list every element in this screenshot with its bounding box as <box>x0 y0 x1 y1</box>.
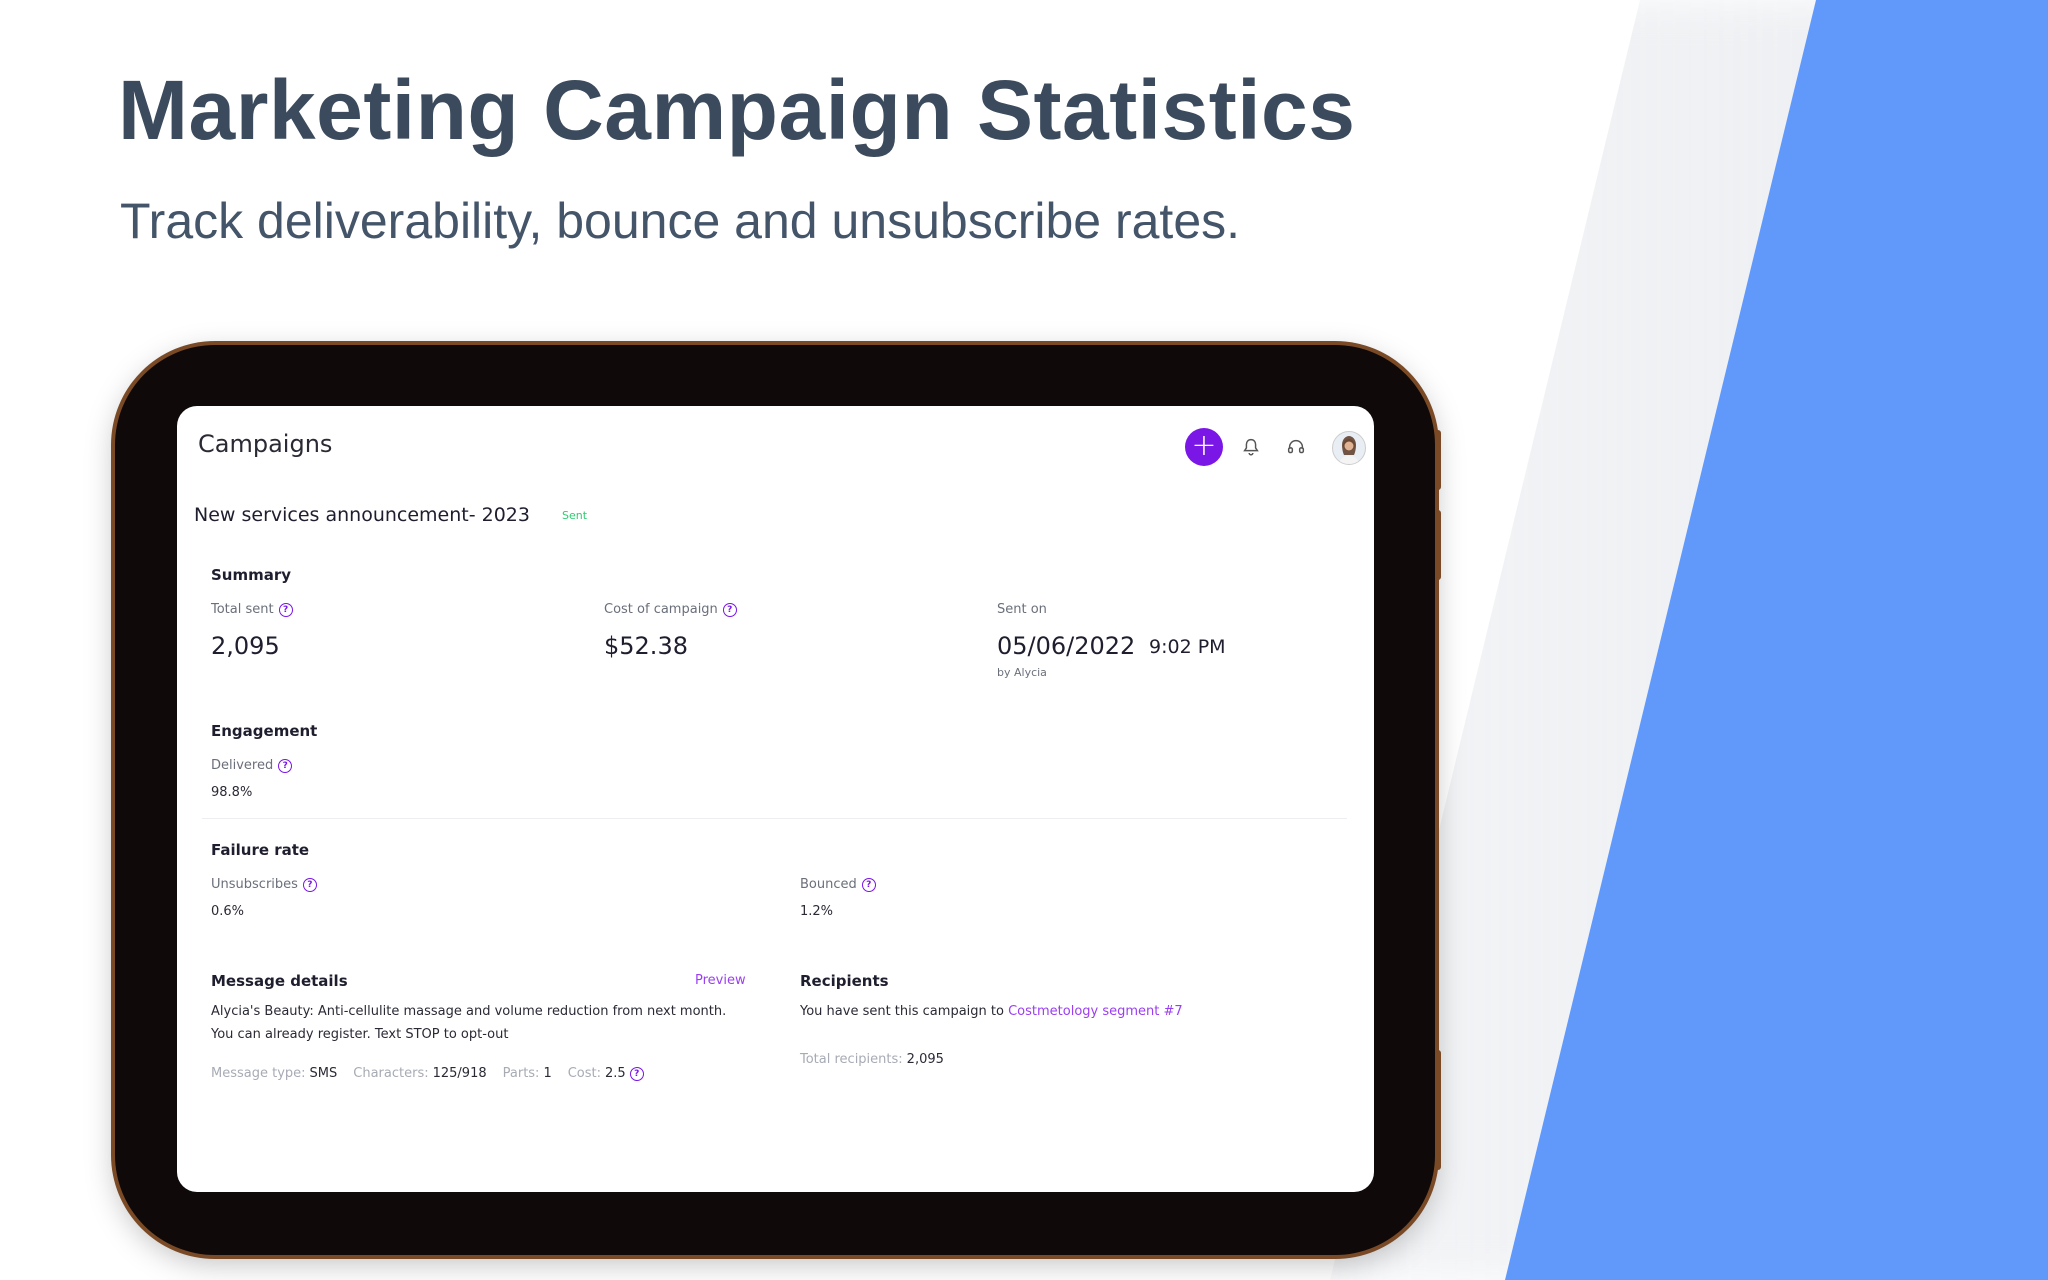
bell-icon[interactable] <box>1240 436 1262 458</box>
help-icon[interactable]: ? <box>722 602 737 617</box>
total-recipients-value: 2,095 <box>906 1052 944 1067</box>
help-icon[interactable]: ? <box>861 877 876 892</box>
cost-label: Cost of campaign ? <box>604 602 737 617</box>
bounced-value: 1.2% <box>800 904 834 919</box>
help-icon[interactable]: ? <box>278 602 293 617</box>
unsubscribes-label-text: Unsubscribes <box>211 877 298 892</box>
cost-label-text: Cost of campaign <box>604 602 718 617</box>
tablet-side-button <box>1435 510 1441 580</box>
help-icon[interactable]: ? <box>629 1066 644 1081</box>
sent-on-time: 9:02 PM <box>1149 636 1226 658</box>
segment-link[interactable]: Costmetology segment #7 <box>1008 1004 1183 1019</box>
characters-label: Characters: <box>353 1066 429 1081</box>
campaign-name: New services announcement- 2023 <box>194 504 530 526</box>
message-meta: Message type: SMS Characters: 125/918 Pa… <box>211 1066 644 1081</box>
tablet-side-button <box>1435 1050 1441 1170</box>
total-sent-label: Total sent ? <box>211 602 293 617</box>
total-sent-label-text: Total sent <box>211 602 274 617</box>
message-cost-label: Cost: <box>567 1066 602 1081</box>
headset-icon[interactable] <box>1285 436 1307 458</box>
message-body: Alycia's Beauty: Anti-cellulite massage … <box>211 1000 771 1046</box>
failure-title: Failure rate <box>211 841 310 859</box>
total-recipients-label: Total recipients: <box>800 1052 903 1067</box>
add-campaign-button[interactable]: + <box>1185 428 1223 466</box>
divider <box>202 818 1347 819</box>
help-icon[interactable]: ? <box>278 758 293 773</box>
message-type-value: SMS <box>309 1066 338 1081</box>
app-screen: Campaigns + New services announcement- 2… <box>177 406 1374 1192</box>
bounced-label-text: Bounced <box>800 877 857 892</box>
message-line: Alycia's Beauty: Anti-cellulite massage … <box>211 1004 727 1019</box>
message-type-label: Message type: <box>211 1066 306 1081</box>
plus-icon: + <box>1191 428 1217 463</box>
delivered-value: 98.8% <box>211 785 253 800</box>
delivered-label-text: Delivered <box>211 758 274 773</box>
status-badge: Sent <box>562 509 588 522</box>
sent-on-label-text: Sent on <box>997 602 1047 617</box>
unsubscribes-value: 0.6% <box>211 904 245 919</box>
help-icon[interactable]: ? <box>302 877 317 892</box>
hero-title: Marketing Campaign Statistics <box>118 63 1356 157</box>
total-sent-value: 2,095 <box>211 632 280 660</box>
unsubscribes-label: Unsubscribes ? <box>211 877 317 892</box>
message-cost-value: 2.5 <box>605 1066 626 1081</box>
sent-by: by Alycia <box>997 666 1047 679</box>
delivered-label: Delivered ? <box>211 758 293 773</box>
recipients-title: Recipients <box>800 972 889 990</box>
recipients-text: You have sent this campaign to Costmetol… <box>800 1000 1360 1023</box>
parts-value: 1 <box>543 1066 552 1081</box>
message-line: You can already register. Text STOP to o… <box>211 1027 509 1042</box>
recipients-sentence: You have sent this campaign to <box>800 1004 1004 1019</box>
page-title: Campaigns <box>198 430 333 458</box>
top-bar: Campaigns + <box>177 406 1374 486</box>
sent-on-date: 05/06/2022 <box>997 632 1136 660</box>
summary-title: Summary <box>211 566 292 584</box>
total-recipients: Total recipients: 2,095 <box>800 1052 944 1067</box>
engagement-title: Engagement <box>211 722 318 740</box>
bounced-label: Bounced ? <box>800 877 876 892</box>
message-details-title: Message details <box>211 972 348 990</box>
tablet-side-button <box>1435 430 1441 490</box>
parts-label: Parts: <box>502 1066 540 1081</box>
hero-subtitle: Track deliverability, bounce and unsubsc… <box>120 193 1241 249</box>
avatar[interactable] <box>1332 431 1366 465</box>
characters-value: 125/918 <box>432 1066 487 1081</box>
sent-on-label: Sent on <box>997 602 1047 617</box>
preview-link[interactable]: Preview <box>695 973 746 988</box>
cost-value: $52.38 <box>604 632 688 660</box>
